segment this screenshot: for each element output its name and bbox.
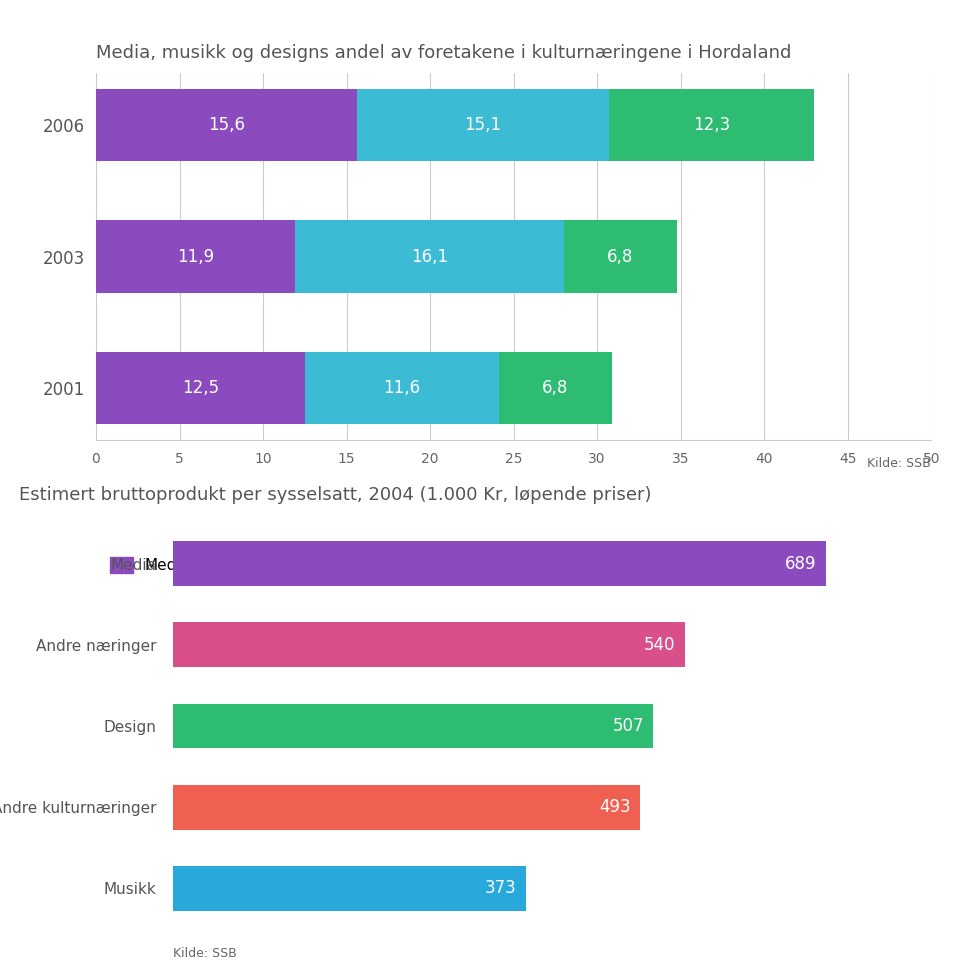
- Text: Kilde: SSB: Kilde: SSB: [868, 457, 931, 469]
- Text: Estimert bruttoprodukt per sysselsatt, 2004 (1.000 Kr, løpende priser): Estimert bruttoprodukt per sysselsatt, 2…: [19, 486, 652, 504]
- Text: 16,1: 16,1: [411, 248, 447, 265]
- Bar: [173, 541, 826, 586]
- Bar: [96, 351, 305, 424]
- Text: 12,5: 12,5: [181, 378, 219, 397]
- Text: 493: 493: [599, 799, 631, 816]
- Text: 6,8: 6,8: [608, 248, 634, 265]
- Text: 689: 689: [785, 555, 817, 572]
- Text: 540: 540: [644, 636, 675, 653]
- Text: 373: 373: [485, 880, 516, 897]
- Bar: [173, 704, 654, 748]
- Text: Kilde: SSB: Kilde: SSB: [173, 947, 236, 959]
- Bar: [173, 622, 684, 667]
- Text: 12,3: 12,3: [693, 116, 731, 135]
- Bar: [305, 351, 498, 424]
- Text: 11,6: 11,6: [383, 378, 420, 397]
- Bar: [96, 221, 295, 292]
- Text: 11,9: 11,9: [177, 248, 214, 265]
- Bar: [173, 866, 526, 911]
- Bar: [356, 89, 609, 162]
- Text: 15,1: 15,1: [464, 116, 501, 135]
- Bar: [609, 89, 814, 162]
- Bar: [295, 221, 564, 292]
- Text: Media, musikk og designs andel av foretakene i kulturnæringene i Hordaland: Media, musikk og designs andel av foreta…: [96, 44, 791, 62]
- Text: 15,6: 15,6: [207, 116, 245, 135]
- Bar: [564, 221, 678, 292]
- Bar: [173, 785, 640, 830]
- Text: 507: 507: [612, 717, 644, 735]
- Bar: [96, 89, 356, 162]
- Bar: [498, 351, 612, 424]
- Legend: Media, Rytmisk musikk, Design: Media, Rytmisk musikk, Design: [104, 551, 501, 579]
- Text: 6,8: 6,8: [542, 378, 568, 397]
